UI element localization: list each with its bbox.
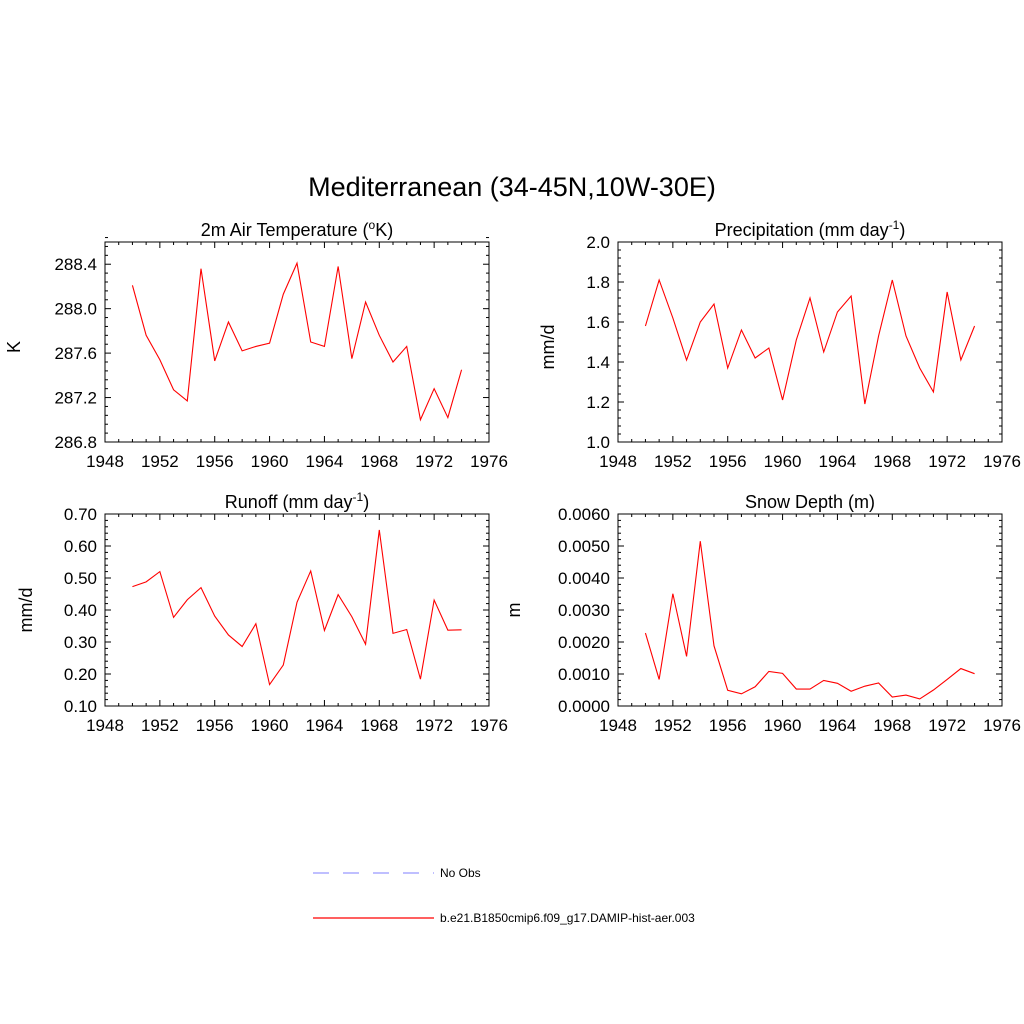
x-tick-label: 1968 [873,452,911,471]
panel-title: 2m Air Temperature (oK) [201,218,393,240]
y-tick-label: 0.0060 [558,505,610,524]
y-tick-label: 0.10 [64,697,97,716]
y-tick-label: 1.4 [586,353,610,372]
y-tick-label: 288.4 [54,255,97,274]
series-line-model [644,278,976,405]
plot-frame [104,513,490,707]
y-tick-label: 1.2 [586,393,610,412]
y-tick-label: 0.0010 [558,665,610,684]
x-tick-label: 1976 [983,716,1021,735]
y-tick-label: 1.6 [586,313,610,332]
x-tick-label: 1968 [360,452,398,471]
y-tick-label: 287.6 [54,344,97,363]
panel-runoff: Runoff (mm day-1) mm/d 1948 1952 1956 1960 196… [16,490,508,735]
legend-label-no-obs: No Obs [440,866,481,880]
x-tick-label: 1968 [360,716,398,735]
x-tick-label: 1956 [196,452,234,471]
x-tick-label: 1972 [415,452,453,471]
x-tick-label: 1960 [251,716,289,735]
plot-frame [617,513,1003,707]
x-tick-label: 1960 [251,452,289,471]
y-axis-label: mm/d [16,588,36,633]
x-tick-label: 1964 [819,452,857,471]
series-line-model [131,261,463,422]
legend-label-model: b.e21.B1850cmip6.f09_g17.DAMIP-hist-aer.… [440,911,695,925]
x-tick-label: 1964 [819,716,857,735]
y-tick-label: 1.8 [586,273,610,292]
y-axis-label: K [4,341,24,353]
y-tick-label: 0.0030 [558,601,610,620]
y-axis-label: mm/d [538,325,558,370]
x-tick-label: 1964 [306,452,344,471]
main-title: Mediterranean (34-45N,10W-30E) [308,172,716,202]
x-tick-label: 1952 [654,716,692,735]
y-axis-label: m [504,603,524,618]
plot-frame [617,241,1003,443]
x-tick-label: 1968 [873,716,911,735]
y-tick-label: 0.0000 [558,697,610,716]
x-tick-label: 1972 [928,452,966,471]
panel-title: Precipitation (mm day-1) [715,218,906,240]
y-tick-label: 0.30 [64,633,97,652]
x-tick-label: 1948 [599,716,637,735]
x-tick-label: 1956 [196,716,234,735]
x-tick-label: 1964 [306,716,344,735]
y-tick-label: 0.20 [64,665,97,684]
x-tick-label: 1952 [654,452,692,471]
legend: No Obs b.e21.B1850cmip6.f09_g17.DAMIP-hi… [313,866,695,925]
y-tick-label: 288.0 [54,300,97,319]
panel-title: Runoff (mm day-1) [225,490,369,512]
x-tick-label: 1976 [983,452,1021,471]
y-tick-label: 0.0020 [558,633,610,652]
y-tick-label: 0.0040 [558,569,610,588]
x-tick-label: 1952 [141,452,179,471]
x-tick-label: 1948 [86,452,124,471]
x-tick-label: 1948 [86,716,124,735]
plot-frame [104,241,490,443]
y-tick-label: 0.0050 [558,537,610,556]
y-tick-label: 286.8 [54,433,97,452]
y-tick-label: 0.50 [64,569,97,588]
y-tick-label: 1.0 [586,433,610,452]
x-tick-label: 1976 [470,452,508,471]
y-tick-label: 0.40 [64,601,97,620]
panel-air-temperature: 2m Air Temperature (oK) K 1948 1952 1956 1960… [4,218,508,471]
x-tick-label: 1972 [415,716,453,735]
y-tick-label: 2.0 [586,233,610,252]
x-tick-label: 1972 [928,716,966,735]
x-tick-label: 1976 [470,716,508,735]
x-tick-label: 1952 [141,716,179,735]
x-tick-label: 1960 [764,452,802,471]
y-tick-label: 0.60 [64,537,97,556]
y-tick-label: 287.2 [54,389,97,408]
panel-snow-depth: Snow Depth (m) m 1948 1952 1956 1960 1964 1968 1… [504,492,1021,735]
x-tick-label: 1956 [709,452,747,471]
x-tick-label: 1956 [709,716,747,735]
x-tick-label: 1960 [764,716,802,735]
x-tick-label: 1948 [599,452,637,471]
y-tick-label: 0.70 [64,505,97,524]
series-line-model [644,541,975,700]
panel-title: Snow Depth (m) [745,492,875,512]
panel-precipitation: Precipitation (mm day-1) mm/d 1948 1952 1956… [538,218,1021,471]
series-line-model [132,529,462,686]
